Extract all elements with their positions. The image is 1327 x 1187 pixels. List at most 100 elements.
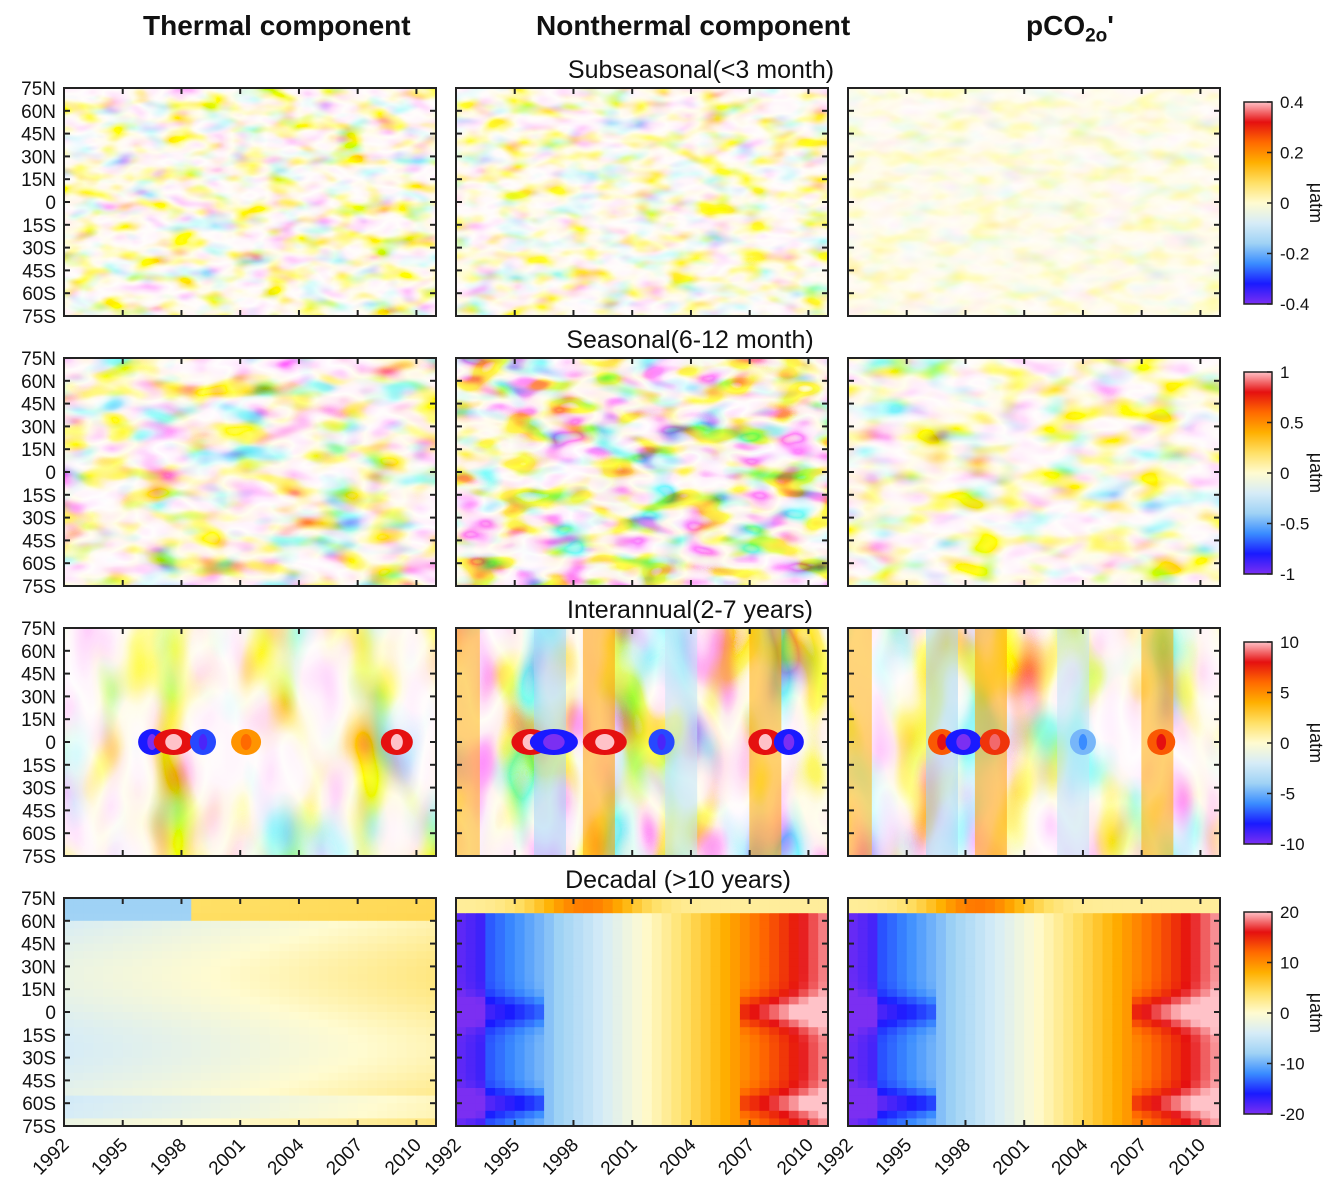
decadal-cell [122, 996, 134, 1005]
x-tick-label: 2007 [322, 1135, 367, 1180]
decadal-cell [1092, 905, 1104, 914]
decadal-cell [1210, 981, 1220, 990]
decadal-cell [485, 1050, 496, 1059]
decadal-cell [240, 1110, 251, 1119]
decadal-cell [1043, 898, 1055, 907]
decadal-cell [1151, 943, 1162, 952]
decadal-cell [681, 1012, 692, 1021]
decadal-cell [749, 905, 761, 914]
decadal-cell [132, 1072, 143, 1081]
decadal-cell [544, 943, 555, 952]
y-tick-label: 45N [21, 125, 56, 146]
decadal-cell [1043, 928, 1055, 937]
decadal-cell [524, 943, 535, 952]
decadal-cell [720, 913, 731, 922]
decadal-cell [524, 1118, 535, 1126]
decadal-cell [788, 936, 800, 945]
decadal-cell [720, 905, 731, 914]
decadal-cell [877, 1034, 888, 1043]
decadal-cell [700, 966, 712, 975]
decadal-cell [1131, 1103, 1143, 1112]
decadal-cell [367, 974, 378, 983]
decadal-cell [848, 1072, 859, 1081]
decadal-cell [945, 1065, 957, 1074]
decadal-cell [739, 913, 751, 922]
decadal-cell [926, 943, 937, 952]
decadal-cell [857, 920, 869, 929]
decadal-cell [534, 1118, 545, 1126]
decadal-cell [416, 966, 427, 975]
decadal-cell [975, 1057, 986, 1066]
decadal-cell [593, 1118, 604, 1126]
decadal-cell [749, 966, 761, 975]
decadal-cell [945, 974, 957, 983]
decadal-cell [191, 1050, 202, 1059]
decadal-cell [651, 898, 663, 907]
decadal-cell [112, 958, 124, 967]
decadal-cell [328, 1080, 339, 1089]
decadal-cell [563, 1103, 575, 1112]
decadal-cell [279, 1050, 290, 1059]
decadal-cell [171, 966, 183, 975]
decadal-cell [1063, 936, 1074, 945]
decadal-cell [142, 1050, 153, 1059]
enso-core [1156, 734, 1167, 750]
decadal-cell [259, 951, 271, 960]
decadal-cell [308, 1118, 320, 1126]
decadal-cell [1063, 981, 1074, 990]
decadal-cell [916, 989, 927, 998]
decadal-cell [769, 1050, 780, 1059]
decadal-cell [1073, 1095, 1084, 1104]
decadal-cell [279, 1095, 290, 1104]
decadal-cell [798, 974, 810, 983]
decadal-cell [377, 905, 388, 914]
decadal-cell [367, 1019, 378, 1028]
decadal-cell [112, 1065, 124, 1074]
decadal-cell [347, 1027, 359, 1036]
decadal-cell [1063, 1034, 1074, 1043]
decadal-cell [544, 951, 555, 960]
decadal-cell [250, 913, 261, 922]
decadal-cell [612, 1072, 624, 1081]
decadal-cell [534, 1019, 545, 1028]
decadal-cell [602, 966, 614, 975]
decadal-cell [387, 996, 398, 1005]
decadal-cell [583, 1110, 594, 1119]
decadal-cell [1024, 1110, 1035, 1119]
decadal-cell [456, 1004, 467, 1013]
decadal-cell [1053, 1080, 1064, 1089]
decadal-cell [142, 1072, 153, 1081]
decadal-cell [132, 1012, 143, 1021]
decadal-cell [64, 974, 75, 983]
decadal-cell [103, 1057, 114, 1066]
decadal-cell [1014, 928, 1025, 937]
decadal-cell [269, 1110, 280, 1119]
decadal-cell [406, 1118, 418, 1126]
decadal-cell [122, 1004, 134, 1013]
decadal-cell [201, 958, 212, 967]
decadal-cell [1161, 1103, 1172, 1112]
decadal-cell [1141, 1088, 1153, 1097]
decadal-cell [739, 951, 751, 960]
decadal-cell [465, 1050, 477, 1059]
decadal-cell [416, 1034, 427, 1043]
decadal-cell [465, 996, 477, 1005]
decadal-cell [690, 920, 702, 929]
panel-2-1 [455, 627, 829, 857]
row-title: Decadal (>10 years) [565, 866, 791, 894]
decadal-cell [456, 1027, 467, 1036]
decadal-cell [710, 974, 721, 983]
decadal-cell [779, 1050, 790, 1059]
decadal-cell [671, 943, 682, 952]
decadal-cell [848, 1088, 859, 1097]
decadal-cell [1043, 1012, 1055, 1021]
decadal-cell [279, 1019, 290, 1028]
y-tick-label: 15N [21, 980, 56, 1001]
decadal-cell [759, 1057, 770, 1066]
decadal-cell [132, 1118, 143, 1126]
decadal-cell [426, 1118, 436, 1126]
decadal-cell [328, 981, 339, 990]
decadal-cell [210, 989, 222, 998]
decadal-cell [593, 1019, 604, 1028]
decadal-cell [524, 928, 535, 937]
